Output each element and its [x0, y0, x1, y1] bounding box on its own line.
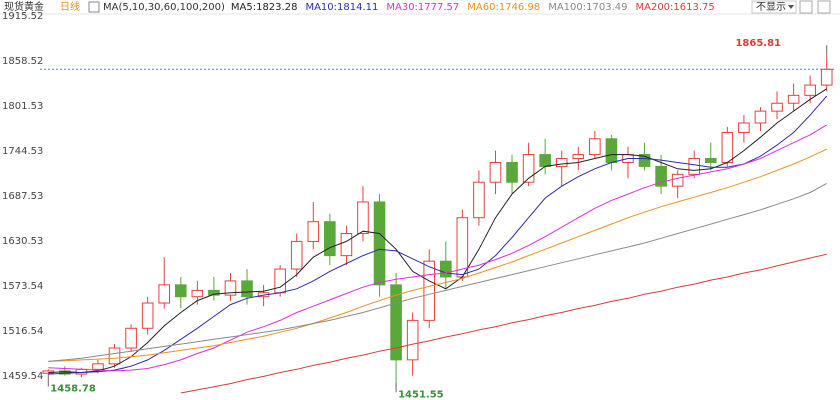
candle-body: [423, 260, 436, 321]
candle-body: [605, 138, 618, 163]
candle-body: [290, 240, 303, 270]
candle-body: [307, 221, 320, 242]
candle-body: [738, 122, 750, 133]
candle-body: [506, 161, 518, 183]
candle-body: [721, 131, 734, 163]
legend-entry: MA10:1814.11: [305, 2, 378, 13]
candle-body: [373, 201, 386, 286]
candle-body: [340, 233, 353, 257]
candle-body: [671, 173, 684, 187]
ma-settings-icon[interactable]: [88, 1, 100, 13]
candle-body: [439, 260, 452, 278]
candle-body: [174, 284, 187, 298]
candle-body: [390, 284, 402, 361]
candle-body: [754, 110, 767, 124]
candle-body: [638, 154, 651, 167]
candle-body: [589, 138, 601, 156]
legend-entry: MA30:1777.57: [386, 2, 459, 13]
candle-body: [787, 94, 800, 104]
candle-body: [820, 68, 833, 86]
y-tick-label: 1858.52: [2, 56, 43, 67]
candle-body: [771, 102, 783, 112]
y-tick-label: 1516.54: [2, 326, 43, 337]
y-tick-label: 1744.53: [2, 146, 43, 157]
settings-icon[interactable]: [799, 0, 813, 14]
legend-entry: MA5:1823.28: [231, 2, 298, 13]
candle-body: [108, 347, 121, 365]
annotation-label: 1458.78: [50, 384, 96, 395]
candle-body: [158, 284, 171, 304]
candle-body: [191, 289, 204, 298]
y-tick-label: 1687.53: [2, 191, 43, 202]
ma-line: [48, 182, 827, 362]
annotation-label: 1865.81: [735, 38, 781, 49]
candle-body: [324, 221, 336, 257]
candle-body: [274, 268, 286, 294]
y-tick-label: 1801.53: [2, 101, 43, 112]
chart-title: 现货黄金: [4, 0, 44, 13]
candle-body: [357, 201, 369, 235]
ma-line: [48, 95, 828, 375]
period-label[interactable]: 日线: [60, 0, 80, 13]
candle-body: [59, 370, 71, 375]
y-tick-label: 1915.52: [2, 11, 43, 22]
candle-body: [224, 280, 237, 296]
candle-body: [804, 84, 816, 96]
candle-body: [704, 158, 717, 163]
hide-button[interactable]: 不显示: [751, 0, 797, 14]
candle-body: [489, 161, 502, 183]
candle-body: [241, 280, 253, 298]
candle-body: [92, 363, 104, 370]
candle-body: [208, 289, 220, 296]
expand-icon[interactable]: [817, 0, 831, 14]
ma-line: [180, 253, 827, 394]
candle-body: [688, 158, 701, 175]
button-frame: [751, 0, 797, 14]
candle-body: [539, 154, 551, 167]
annotation-label: 1451.55: [398, 389, 444, 400]
legend-entry: MA60:1746.98: [467, 2, 540, 13]
candle-body: [555, 158, 568, 167]
ma-line: [48, 148, 827, 362]
ma-line: [48, 124, 827, 372]
legend-entry: MA200:1613.75: [635, 2, 714, 13]
ma-label: MA(5,10,30,60,100,200): [103, 2, 225, 13]
candle-body: [572, 154, 585, 160]
y-tick-label: 1630.53: [2, 236, 43, 247]
candle-body: [406, 319, 419, 361]
candle-body: [141, 302, 154, 329]
dropdown-arrow: [788, 5, 794, 9]
button-label: 不显示: [756, 1, 786, 13]
candle-body: [522, 154, 535, 183]
candle-body: [473, 181, 485, 219]
legend-entry: MA100:1703.49: [548, 2, 627, 13]
y-tick-label: 1573.54: [2, 281, 43, 292]
y-tick-label: 1459.54: [2, 371, 43, 382]
candle-body: [655, 165, 667, 187]
candle-body: [125, 327, 137, 349]
